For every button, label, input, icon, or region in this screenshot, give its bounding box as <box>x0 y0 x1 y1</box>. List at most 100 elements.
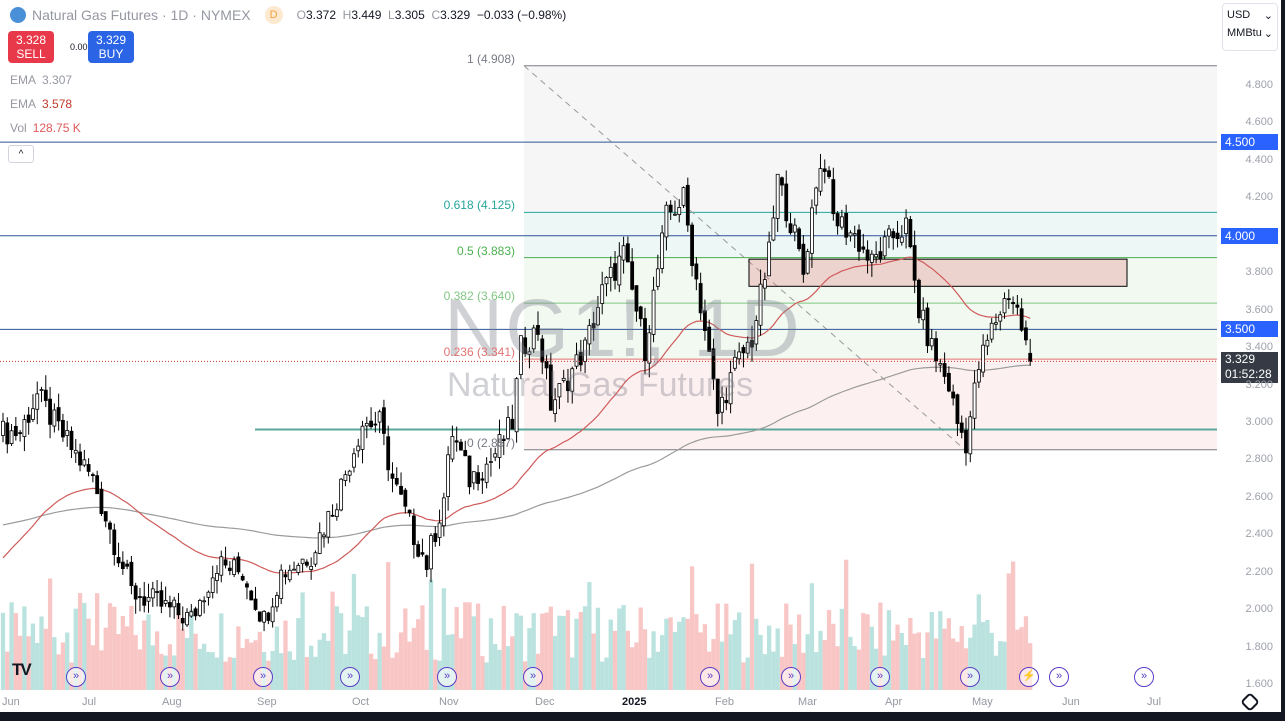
contract-rollover-icon[interactable]: » <box>700 667 720 687</box>
time-label: Sep <box>257 696 277 708</box>
volume-bar <box>745 657 750 690</box>
ema-slow-legend[interactable]: EMA 3.578 <box>10 97 73 111</box>
candle-body <box>899 236 904 243</box>
contract-rollover-icon[interactable]: » <box>340 667 360 687</box>
volume-bar <box>826 609 832 690</box>
volume-bar <box>638 607 643 690</box>
price-tick: 4.800 <box>1245 79 1273 91</box>
volume-bar <box>702 624 708 690</box>
contract-rollover-icon[interactable]: » <box>253 667 273 687</box>
contract-rollover-icon[interactable]: » <box>1049 667 1069 687</box>
candle-body <box>964 429 968 454</box>
volume-bar <box>758 634 763 690</box>
candle-body <box>694 263 699 280</box>
contract-rollover-icon[interactable]: » <box>781 667 801 687</box>
volume-bar <box>788 624 793 690</box>
candle-body <box>326 511 331 538</box>
candle-body <box>578 351 583 366</box>
volume-bar <box>1019 627 1024 690</box>
volume-bar <box>929 612 934 690</box>
tradingview-logo[interactable]: TV <box>12 660 32 679</box>
volume-bar <box>998 641 1003 690</box>
volume-bar <box>488 618 494 690</box>
candle-body <box>874 254 879 258</box>
earnings-lightning-icon[interactable]: ⚡ <box>1019 667 1039 687</box>
price-axis[interactable]: 3.329 01:52:28 4.800 4.600 4.400 4.200 3.800 3… <box>1217 0 1285 712</box>
volume-bar <box>274 626 280 690</box>
candle-body <box>206 591 211 598</box>
volume-legend[interactable]: Vol 128.75 K <box>10 121 81 135</box>
candle-body <box>617 255 622 286</box>
volume-bar <box>407 641 412 690</box>
volume-bar <box>578 612 583 690</box>
candle-body <box>390 473 395 479</box>
contract-rollover-icon[interactable]: » <box>160 667 180 687</box>
spread-value: 0.001 <box>70 42 93 52</box>
volume-bar <box>1023 616 1029 690</box>
contract-rollover-icon[interactable]: » <box>870 667 890 687</box>
volume-bar <box>180 628 185 690</box>
volume-bar <box>13 613 18 690</box>
candle-body <box>168 602 172 608</box>
volume-bar <box>475 603 481 690</box>
candle-body <box>587 325 592 345</box>
candle-body <box>625 243 630 263</box>
volume-bar <box>608 619 613 690</box>
time-label: Aug <box>162 696 182 708</box>
contract-rollover-icon[interactable]: » <box>960 667 980 687</box>
contract-rollover-icon[interactable]: » <box>1134 667 1154 687</box>
volume-bar <box>818 630 823 690</box>
price-tick: 2.200 <box>1245 565 1273 578</box>
candle-body <box>775 173 780 219</box>
candle-body <box>5 422 10 445</box>
candle-body <box>86 464 91 472</box>
candle-body <box>343 474 348 481</box>
sell-button[interactable]: 3.328 SELL <box>8 31 54 63</box>
candle-body <box>647 332 652 364</box>
candle-body <box>180 617 185 624</box>
volume-bar <box>317 639 322 690</box>
volume-bar <box>552 635 558 690</box>
contract-rollover-icon[interactable]: » <box>523 667 543 687</box>
candle-body <box>493 453 498 458</box>
candle-body <box>566 380 570 392</box>
volume-bar <box>685 618 690 690</box>
volume-bar <box>244 639 250 690</box>
volume-bar <box>381 646 387 690</box>
volume-bar <box>510 636 515 690</box>
candle-body <box>1019 308 1024 331</box>
candle-body <box>202 600 207 603</box>
symbol-name[interactable]: Natural Gas Futures · 1D · NYMEX <box>32 7 251 23</box>
candle-body <box>82 459 87 466</box>
volume-bar <box>664 618 669 690</box>
volume-bar <box>56 654 61 690</box>
volume-bar <box>719 641 725 690</box>
volume-bar <box>861 613 866 690</box>
volume-bar <box>668 617 673 690</box>
candle-body <box>596 307 600 326</box>
contract-rollover-icon[interactable]: » <box>66 667 86 687</box>
buy-button[interactable]: 3.329 BUY <box>88 31 134 63</box>
candle-body <box>441 497 446 527</box>
price-chart[interactable] <box>0 0 1217 690</box>
collapse-legend-button[interactable]: ^ <box>8 145 34 163</box>
candle-body <box>31 408 35 420</box>
candle-body <box>668 204 673 213</box>
volume-bar <box>775 628 780 690</box>
volume-bar <box>1015 629 1020 690</box>
candle-body <box>724 399 729 404</box>
ema-fast-legend[interactable]: EMA 3.307 <box>10 73 73 87</box>
candle-body <box>22 419 27 437</box>
candle-body <box>352 453 356 468</box>
time-axis[interactable]: Jun Jul Aug Sep Oct Nov Dec 2025 Feb Mar Apr May Jun… <box>0 690 1217 712</box>
volume-bar <box>595 607 601 690</box>
currency-unit-selector[interactable]: USD ⌄ MMBtu ⌄ <box>1222 3 1278 51</box>
candle-body <box>356 445 361 452</box>
volume-bar <box>227 657 232 690</box>
candle-body <box>219 556 224 576</box>
volume-bar <box>124 626 130 690</box>
candle-body <box>998 314 1003 322</box>
contract-rollover-icon[interactable]: » <box>437 667 457 687</box>
candle-body <box>223 559 228 566</box>
ema-slow-line <box>2 364 1031 539</box>
